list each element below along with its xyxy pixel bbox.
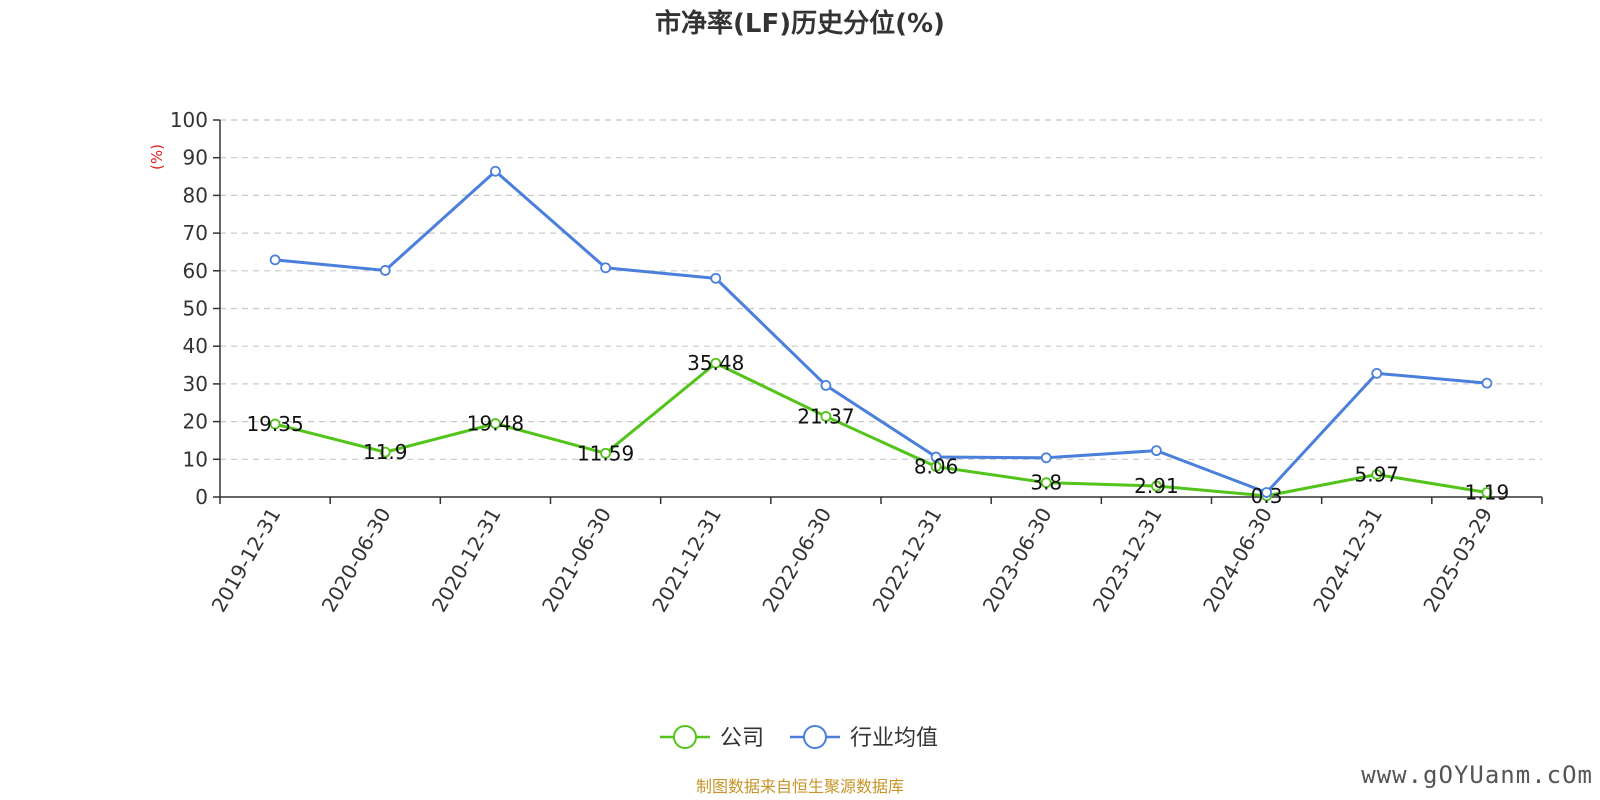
- chart-title: 市净率(LF)历史分位(%): [655, 8, 945, 39]
- data-label: 3.8: [1030, 471, 1062, 495]
- data-label: 19.35: [246, 412, 303, 436]
- series-point-0: [269, 418, 281, 430]
- data-label: 19.48: [467, 412, 524, 436]
- legend-label: 公司: [720, 726, 764, 751]
- data-label-layer: 19.35 11.9 19.48 11.59 35.48 21.37 8.06 3.8 2.91…: [246, 351, 1509, 508]
- series-point-0: [1040, 477, 1052, 489]
- series-point-1: [930, 451, 942, 463]
- series-point-0: [820, 411, 832, 422]
- x-tick-label: 2023-12-31: [1088, 504, 1167, 617]
- y-tick-label: 80: [183, 183, 208, 207]
- y-tick-label: 60: [183, 259, 208, 283]
- series-point-0: [490, 418, 501, 429]
- series-point-1: [1481, 377, 1493, 389]
- y-tick-label: 0: [195, 485, 208, 509]
- series-point-0: [379, 446, 391, 458]
- series-point-0: [1151, 480, 1162, 492]
- y-tick-label: 100: [170, 108, 208, 132]
- data-label: 8.06: [914, 455, 959, 479]
- data-label: 21.37: [797, 404, 854, 428]
- series-point-1: [379, 265, 391, 276]
- x-tick-label: 2024-12-31: [1308, 504, 1387, 617]
- data-label: 11.9: [363, 440, 408, 464]
- series-point-1: [1261, 487, 1272, 498]
- data-label: 1.19: [1465, 481, 1510, 505]
- series-layer: [269, 165, 1493, 502]
- legend: 公司 行业均值: [660, 725, 938, 751]
- series-point-1: [490, 165, 501, 177]
- watermark: www.gOYUanm.cOm: [1361, 761, 1593, 789]
- series-point-1: [1371, 367, 1383, 379]
- series-point-1: [710, 272, 722, 284]
- series-point-1: [1151, 445, 1162, 457]
- y-axis-unit-label: (%): [148, 144, 166, 170]
- y-tick-label: 20: [183, 410, 208, 434]
- data-label: 5.97: [1354, 462, 1399, 486]
- series-point-1: [269, 254, 281, 266]
- x-tick-label: 2023-06-30: [978, 504, 1057, 617]
- axis-layer: 0 10 20 30 40 50 60 70 80 90 100 2019-12-31 2020-06-…: [170, 108, 1543, 617]
- data-label: 35.48: [687, 351, 744, 375]
- y-tick-label: 40: [183, 334, 208, 358]
- series-point-0: [1371, 469, 1383, 480]
- series-line-1: [274, 169, 1488, 494]
- x-tick-label: 2021-06-30: [537, 504, 616, 617]
- series-point-1: [1040, 452, 1052, 464]
- legend-label: 行业均值: [850, 726, 938, 751]
- x-tick-label: 2022-12-31: [868, 504, 947, 617]
- series-point-0: [1481, 487, 1493, 498]
- y-tick-label: 90: [183, 146, 208, 170]
- data-label: 11.59: [577, 441, 634, 465]
- y-tick-label: 30: [183, 372, 208, 396]
- x-tick-label: 2019-12-31: [207, 504, 286, 617]
- series-point-0: [710, 357, 722, 369]
- data-source-note: 制图数据来自恒生聚源数据库: [696, 777, 904, 796]
- x-tick-label: 2024-06-30: [1198, 504, 1277, 617]
- x-tick-label: 2021-12-31: [647, 504, 726, 617]
- data-label: 0.3: [1251, 484, 1283, 508]
- series-point-1: [820, 380, 832, 391]
- y-tick-label: 10: [183, 447, 208, 471]
- y-tick-label: 50: [183, 297, 208, 321]
- x-tick-label: 2020-06-30: [317, 504, 396, 617]
- grid-layer: [220, 119, 1542, 460]
- data-label: 2.91: [1134, 474, 1179, 498]
- y-tick-label: 70: [183, 221, 208, 245]
- legend-swatch-marker: [673, 725, 697, 749]
- legend-swatch-marker: [803, 725, 827, 749]
- series-point-0: [600, 447, 611, 459]
- series-line-0: [274, 361, 1488, 498]
- x-tick-label: 2020-12-31: [427, 504, 506, 617]
- x-tick-label: 2025-03-29: [1418, 504, 1497, 617]
- series-point-1: [600, 262, 611, 274]
- x-tick-label: 2022-06-30: [757, 504, 836, 617]
